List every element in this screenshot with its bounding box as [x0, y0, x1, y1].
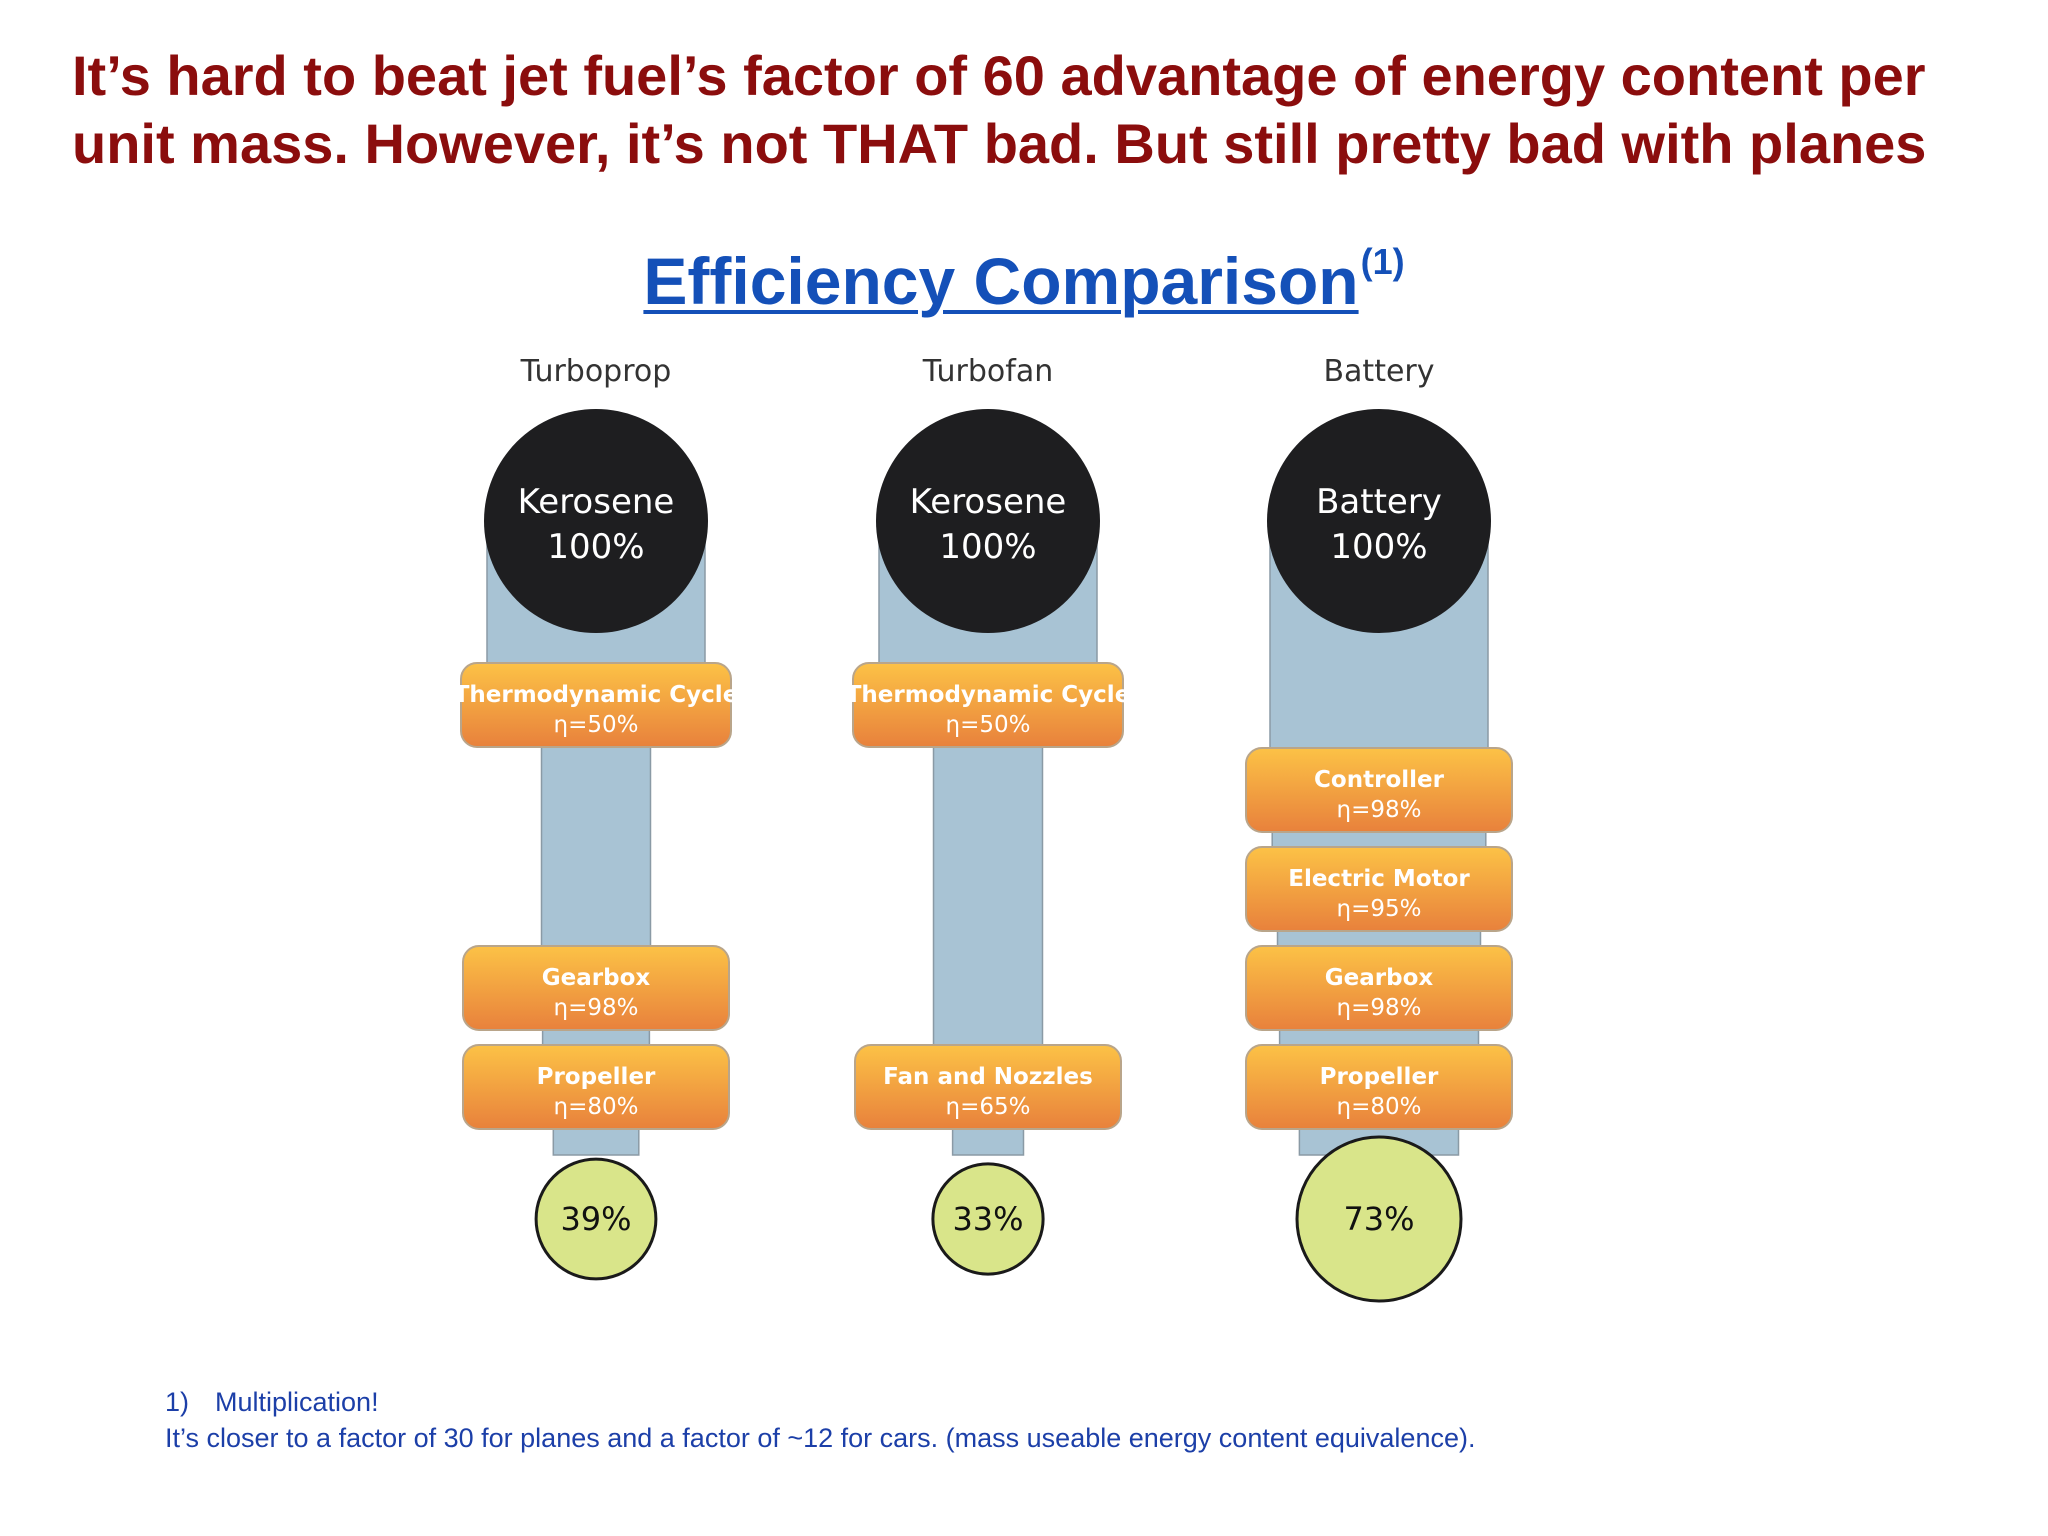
- stage-name-turboprop-propeller: Propeller: [537, 1064, 656, 1090]
- stage-box-battery-gearbox: [1245, 945, 1513, 1031]
- result-value-battery: 73%: [1343, 1200, 1414, 1238]
- headline: It’s hard to beat jet fuel’s factor of 6…: [72, 42, 2012, 178]
- flow-band-turboprop-1: [540, 704, 652, 989]
- stage-box-turbofan-thermodynamic-cycle: [852, 662, 1124, 748]
- result-value-turboprop: 39%: [560, 1200, 631, 1238]
- source-value-battery: 100%: [1330, 527, 1427, 567]
- source-value-turbofan: 100%: [939, 527, 1036, 567]
- source-value-turboprop: 100%: [547, 527, 644, 567]
- result-circle-battery: [1295, 1135, 1463, 1303]
- stage-box-turbofan-fan-and-nozzles: [854, 1044, 1122, 1130]
- stage-efficiency-turboprop-propeller: η=80%: [554, 1094, 639, 1120]
- headline-line-1: It’s hard to beat jet fuel’s factor of 6…: [72, 44, 1926, 107]
- footnote-line-2: It’s closer to a factor of 30 for planes…: [165, 1423, 1476, 1453]
- stage-efficiency-turboprop-gearbox: η=98%: [554, 995, 639, 1021]
- stage-efficiency-battery-controller: η=98%: [1337, 797, 1422, 823]
- source-circle-battery: [1267, 409, 1491, 633]
- headline-line-2: unit mass. However, it’s not THAT bad. B…: [72, 112, 1927, 175]
- stage-box-battery-propeller: [1245, 1044, 1513, 1130]
- source-circle-turbofan: [876, 409, 1100, 633]
- stage-efficiency-battery-propeller: η=80%: [1337, 1094, 1422, 1120]
- footnote-line-1: 1) Multiplication!: [165, 1384, 1475, 1420]
- flow-band-turbofan-1: [932, 704, 1044, 1088]
- stage-efficiency-turbofan-thermodynamic-cycle: η=50%: [946, 712, 1031, 738]
- footnote: 1) Multiplication! It’s closer to a facto…: [165, 1384, 1475, 1456]
- stage-name-turboprop-gearbox: Gearbox: [542, 965, 651, 991]
- stage-name-turbofan-thermodynamic-cycle: Thermodynamic Cycle: [846, 682, 1131, 708]
- source-name-turbofan: Kerosene: [910, 482, 1067, 522]
- diagram-title-footnote-ref: (1): [1360, 241, 1405, 282]
- stage-name-battery-controller: Controller: [1314, 767, 1445, 793]
- footnote-text-1: Multiplication!: [215, 1387, 379, 1417]
- column-title-turbofan: Turbofan: [922, 354, 1053, 389]
- stage-box-turboprop-thermodynamic-cycle: [460, 662, 732, 748]
- stage-efficiency-turboprop-thermodynamic-cycle: η=50%: [554, 712, 639, 738]
- stage-efficiency-battery-gearbox: η=98%: [1337, 995, 1422, 1021]
- result-circle-turbofan: [931, 1162, 1045, 1276]
- stage-efficiency-turbofan-fan-and-nozzles: η=65%: [946, 1094, 1031, 1120]
- diagram-title: Efficiency Comparison(1): [0, 222, 2048, 321]
- column-title-battery: Battery: [1323, 354, 1434, 389]
- stage-box-battery-electric-motor: [1245, 846, 1513, 932]
- result-circle-turboprop: [534, 1157, 658, 1281]
- source-circle-turboprop: [484, 409, 708, 633]
- stage-name-turboprop-thermodynamic-cycle: Thermodynamic Cycle: [454, 682, 739, 708]
- column-title-turboprop: Turboprop: [520, 354, 672, 389]
- result-value-turbofan: 33%: [952, 1200, 1023, 1238]
- stage-efficiency-battery-electric-motor: η=95%: [1337, 896, 1422, 922]
- footnote-number: 1): [165, 1387, 190, 1417]
- stage-name-battery-gearbox: Gearbox: [1325, 965, 1434, 991]
- stage-box-battery-controller: [1245, 747, 1513, 833]
- source-name-turboprop: Kerosene: [518, 482, 675, 522]
- source-name-battery: Battery: [1316, 482, 1442, 522]
- stage-box-turboprop-propeller: [462, 1044, 730, 1130]
- stage-box-turboprop-gearbox: [462, 945, 730, 1031]
- stage-name-battery-electric-motor: Electric Motor: [1288, 866, 1470, 892]
- stage-name-turbofan-fan-and-nozzles: Fan and Nozzles: [883, 1064, 1093, 1090]
- diagram-title-text: Efficiency Comparison: [643, 244, 1359, 318]
- stage-name-battery-propeller: Propeller: [1320, 1064, 1439, 1090]
